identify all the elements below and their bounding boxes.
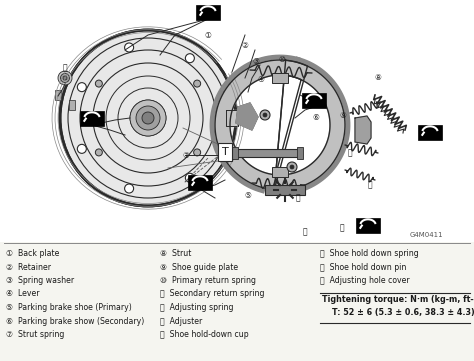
Bar — [356, 217, 380, 232]
Text: T: 52 ± 6 (5.3 ± 0.6, 38.3 ± 4.3): T: 52 ± 6 (5.3 ± 0.6, 38.3 ± 4.3) — [332, 309, 474, 318]
Circle shape — [60, 30, 236, 206]
Bar — [235, 149, 300, 157]
Circle shape — [214, 132, 223, 142]
Polygon shape — [226, 110, 238, 126]
Circle shape — [130, 100, 166, 136]
Text: ⑮  Shoe hold down spring: ⑮ Shoe hold down spring — [320, 249, 419, 258]
Text: ⑥  Parking brake show (Secondary): ⑥ Parking brake show (Secondary) — [6, 317, 144, 326]
Text: ②  Retainer: ② Retainer — [6, 262, 51, 271]
Circle shape — [95, 80, 102, 87]
Text: ④  Lever: ④ Lever — [6, 290, 39, 299]
Text: ③  Spring washer: ③ Spring washer — [6, 276, 74, 285]
Polygon shape — [274, 60, 345, 190]
Text: ⑩  Primary return spring: ⑩ Primary return spring — [160, 276, 256, 285]
Circle shape — [77, 83, 86, 92]
Text: ⑬: ⑬ — [368, 180, 372, 190]
Text: ⑦  Strut spring: ⑦ Strut spring — [6, 330, 64, 339]
Circle shape — [263, 113, 267, 117]
Circle shape — [58, 71, 72, 85]
Circle shape — [95, 149, 102, 156]
Bar — [272, 73, 288, 83]
Bar — [188, 174, 212, 190]
Circle shape — [290, 165, 294, 169]
Text: ⑥: ⑥ — [312, 113, 319, 122]
Bar — [196, 4, 220, 19]
Bar — [232, 147, 238, 159]
Text: ⑪  Secondary return spring: ⑪ Secondary return spring — [160, 290, 264, 299]
Bar — [297, 147, 303, 159]
Circle shape — [125, 184, 134, 193]
Circle shape — [185, 54, 194, 63]
Circle shape — [125, 43, 134, 52]
Text: ⑰: ⑰ — [63, 64, 67, 73]
Text: ⑦: ⑦ — [182, 151, 190, 160]
Circle shape — [194, 80, 201, 87]
Text: ③: ③ — [253, 57, 259, 66]
Circle shape — [77, 144, 86, 153]
Text: ⑮: ⑮ — [303, 227, 307, 236]
Circle shape — [215, 101, 224, 110]
Bar — [69, 100, 75, 110]
Bar — [418, 125, 442, 139]
Text: ①  Back plate: ① Back plate — [6, 249, 59, 258]
Text: ⑧: ⑧ — [374, 74, 382, 83]
Circle shape — [287, 162, 297, 172]
Bar — [272, 167, 288, 177]
Circle shape — [142, 112, 154, 124]
Text: ⑪: ⑪ — [348, 148, 352, 157]
Text: ⑨: ⑨ — [339, 110, 346, 119]
Text: T: T — [222, 147, 228, 157]
Circle shape — [61, 74, 70, 83]
Text: ⑤  Parking brake shoe (Primary): ⑤ Parking brake shoe (Primary) — [6, 303, 132, 312]
Text: Tightening torque: N·m (kg-m, ft-lb): Tightening torque: N·m (kg-m, ft-lb) — [322, 296, 474, 304]
Text: G4M0411: G4M0411 — [410, 232, 444, 238]
Text: ⑫: ⑫ — [296, 193, 301, 203]
Text: ⑤: ⑤ — [245, 191, 251, 200]
Text: ⑭: ⑭ — [340, 223, 344, 232]
Bar — [265, 185, 305, 195]
Bar — [302, 92, 326, 108]
Circle shape — [185, 173, 194, 182]
Polygon shape — [236, 103, 258, 130]
Polygon shape — [215, 60, 308, 190]
Bar — [0, 0, 474, 242]
Text: ⑩: ⑩ — [279, 56, 285, 65]
Bar — [55, 90, 61, 100]
Circle shape — [260, 110, 270, 120]
Text: ⑬  Adjuster: ⑬ Adjuster — [160, 317, 202, 326]
Circle shape — [194, 149, 201, 156]
Polygon shape — [355, 116, 371, 144]
Text: ⑨  Shoe guide plate: ⑨ Shoe guide plate — [160, 262, 238, 271]
Circle shape — [136, 106, 160, 130]
Text: ⑫  Adjusting spring: ⑫ Adjusting spring — [160, 303, 234, 312]
Text: ⑧  Strut: ⑧ Strut — [160, 249, 191, 258]
Text: ②: ② — [242, 40, 248, 49]
Text: ④: ④ — [257, 75, 264, 84]
Circle shape — [63, 76, 67, 80]
Text: ⑯  Shoe hold down pin: ⑯ Shoe hold down pin — [320, 262, 406, 271]
Text: ①: ① — [205, 30, 211, 39]
Text: ⑭  Shoe hold-down cup: ⑭ Shoe hold-down cup — [160, 330, 249, 339]
Text: ⑰  Adjusting hole cover: ⑰ Adjusting hole cover — [320, 276, 410, 285]
Bar — [80, 110, 104, 126]
